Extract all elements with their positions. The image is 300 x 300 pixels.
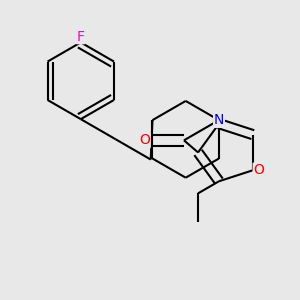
- Text: F: F: [77, 30, 85, 44]
- Text: N: N: [214, 113, 224, 127]
- Text: O: O: [139, 133, 150, 147]
- Text: N: N: [214, 113, 224, 127]
- Text: O: O: [253, 163, 264, 177]
